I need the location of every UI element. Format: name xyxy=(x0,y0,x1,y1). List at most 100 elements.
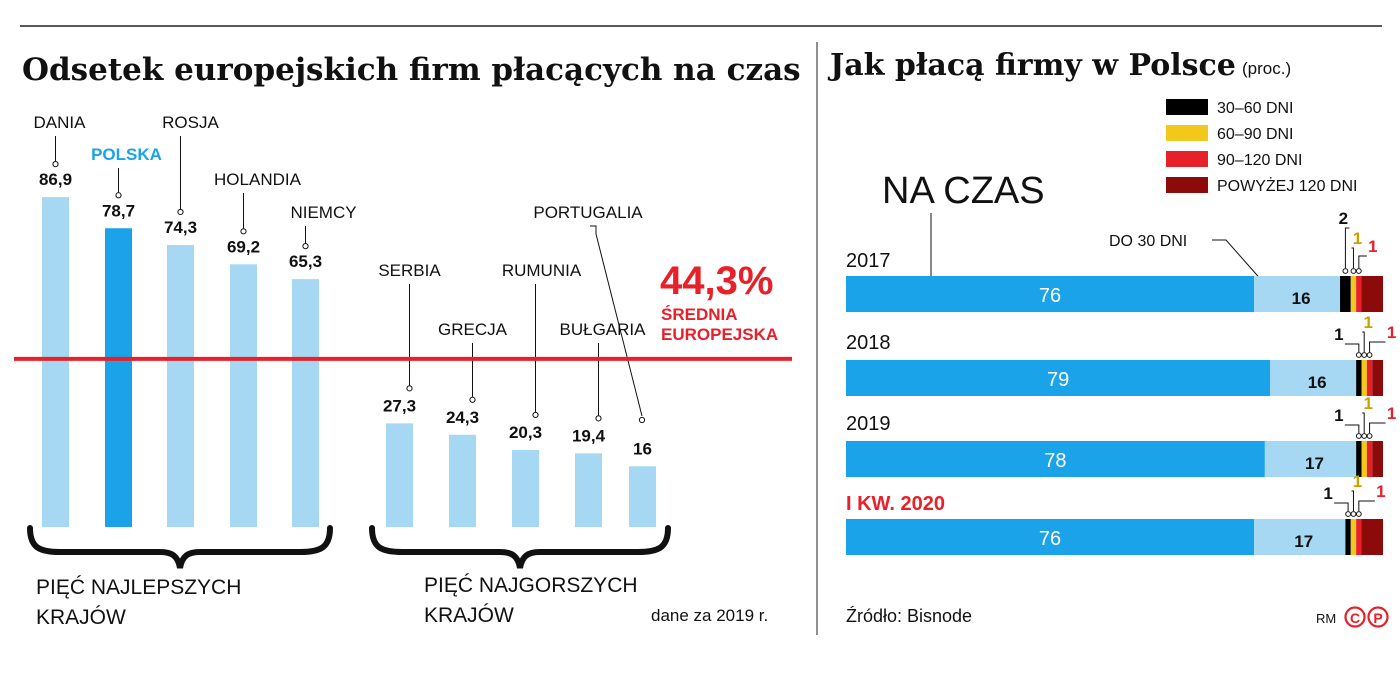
callout-marker-2019-90-120-dni xyxy=(1366,433,1373,439)
bar-rosja xyxy=(167,244,194,527)
segment-2019-90-120-dni xyxy=(1366,441,1373,477)
segment-i-kw-2020-60-90-dni xyxy=(1350,519,1357,555)
segment-2017-na-czas xyxy=(846,276,1255,312)
callout-marker-2019-60-90-dni xyxy=(1361,433,1368,439)
row-label-i-kw-2020: I KW. 2020 xyxy=(846,493,945,515)
callout-leader-2018-60-90-dni xyxy=(1362,331,1365,352)
leader-portugalia xyxy=(590,225,643,417)
callout-leader-2017-60-90-dni xyxy=(1351,247,1354,268)
bar-bu-garia xyxy=(575,453,602,527)
segment-i-kw-2020-30-60-dni xyxy=(1345,519,1351,555)
segment-2019-60-90-dni xyxy=(1361,441,1367,477)
value-2018-na-czas: 79 xyxy=(1047,369,1069,391)
segment-i-kw-2020-do-30-dni xyxy=(1254,519,1346,555)
marker-rumunia xyxy=(532,411,539,419)
row-label-2019: 2019 xyxy=(846,413,891,435)
country-label-serbia: SERBIA xyxy=(378,261,441,280)
callout-marker-2017-30-60-dni xyxy=(1342,268,1349,274)
country-label-rosja: ROSJA xyxy=(162,113,219,132)
segment-2017-do-30-dni xyxy=(1254,276,1341,312)
callout-value-i-kw-2020-60-90-dni: 1 xyxy=(1353,472,1362,491)
callout-leader-i-kw-2020-90-120-dni xyxy=(1358,500,1375,511)
callout-marker-2018-30-60-dni xyxy=(1355,352,1362,358)
segment-2017-30-60-dni xyxy=(1340,276,1351,312)
segment-2017-60-90-dni xyxy=(1350,276,1357,312)
legend-swatch-powy-ej-120-dni xyxy=(1166,177,1208,193)
country-label-niemcy: NIEMCY xyxy=(290,203,356,222)
marker-rosja xyxy=(177,208,184,216)
brace-worst xyxy=(369,525,671,569)
segment-2018-na-czas xyxy=(846,360,1271,396)
callout-leader-i-kw-2020-60-90-dni xyxy=(1351,490,1354,511)
value-label-dania: 86,9 xyxy=(39,170,72,189)
country-label-bu-garia: BUŁGARIA xyxy=(560,320,647,339)
callout-value-2017-30-60-dni: 2 xyxy=(1339,209,1348,228)
value-label-rosja: 74,3 xyxy=(164,218,197,237)
bar-niemcy xyxy=(292,279,319,527)
data-note: dane za 2019 r. xyxy=(651,606,768,625)
callout-leader-2018-30-60-dni xyxy=(1344,343,1360,352)
callout-value-2019-60-90-dni: 1 xyxy=(1363,394,1372,413)
segment-i-kw-2020-powy-ej-120-dni xyxy=(1361,519,1383,555)
value-label-niemcy: 65,3 xyxy=(289,252,322,271)
group-worst-line1: PIĘĆ NAJGORSZYCH xyxy=(424,574,638,597)
callout-value-i-kw-2020-30-60-dni: 1 xyxy=(1323,484,1332,503)
legend-label-90-120-dni: 90–120 DNI xyxy=(1217,152,1302,169)
legend: 30–60 DNI 60–90 DNI 90–120 DNI POWYŻEJ 120 … xyxy=(1166,99,1357,195)
do30-leader xyxy=(1212,239,1265,284)
group-worst-line2: KRAJÓW xyxy=(424,604,514,627)
segment-2018-90-120-dni xyxy=(1366,360,1373,396)
callout-leader-2019-30-60-dni xyxy=(1344,424,1360,433)
value-2019-do-30-dni: 17 xyxy=(1305,454,1324,473)
callout-leader-2017-90-120-dni xyxy=(1358,255,1367,268)
marker-polska xyxy=(115,192,122,199)
callout-marker-2017-60-90-dni xyxy=(1350,268,1357,274)
average-label-line2: EUROPEJSKA xyxy=(661,325,778,344)
segment-2018-30-60-dni xyxy=(1356,360,1362,396)
value-2018-do-30-dni: 16 xyxy=(1308,373,1327,392)
legend-label-powy-ej-120-dni: POWYŻEJ 120 DNI xyxy=(1217,176,1357,195)
source-text: Źródło: Bisnode xyxy=(846,606,972,626)
country-label-holandia: HOLANDIA xyxy=(214,170,302,189)
right-unit: (proc.) xyxy=(1242,59,1291,78)
callout-value-2019-30-60-dni: 1 xyxy=(1334,406,1343,425)
group-best-line2: KRAJÓW xyxy=(36,606,126,629)
callout-value-2017-60-90-dni: 1 xyxy=(1353,229,1362,248)
value-2019-na-czas: 78 xyxy=(1044,450,1066,472)
segment-i-kw-2020-na-czas xyxy=(846,519,1255,555)
segment-2018-do-30-dni xyxy=(1270,360,1357,396)
callout-marker-2018-60-90-dni xyxy=(1361,352,1368,358)
callout-marker-2017-90-120-dni xyxy=(1355,268,1362,274)
marker-holandia xyxy=(240,228,247,235)
callout-marker-2019-30-60-dni xyxy=(1355,433,1362,439)
segment-i-kw-2020-90-120-dni xyxy=(1356,519,1362,555)
callout-marker-i-kw-2020-90-120-dni xyxy=(1355,511,1362,517)
country-label-polska: POLSKA xyxy=(91,145,162,164)
value-label-portugalia: 16 xyxy=(633,439,652,458)
country-label-dania: DANIA xyxy=(34,113,87,132)
segment-2019-na-czas xyxy=(846,441,1265,477)
segment-2019-30-60-dni xyxy=(1356,441,1362,477)
row-label-2017: 2017 xyxy=(846,250,891,272)
legend-label-60-90-dni: 60–90 DNI xyxy=(1217,126,1294,143)
bar-rumunia xyxy=(512,449,539,527)
right-title: Jak płacą firmy w Polsce xyxy=(827,48,1236,83)
value-label-polska: 78,7 xyxy=(102,201,135,220)
callout-value-2018-60-90-dni: 1 xyxy=(1363,313,1372,332)
marker-portugalia xyxy=(638,416,646,424)
average-value: 44,3% xyxy=(660,259,773,303)
credit-text: RM xyxy=(1316,611,1336,626)
legend-swatch-30-60-dni xyxy=(1166,99,1208,115)
logo-c-letter: C xyxy=(1350,610,1360,626)
segment-2017-90-120-dni xyxy=(1356,276,1362,312)
callout-leader-i-kw-2020-30-60-dni xyxy=(1334,502,1349,511)
group-best-line1: PIĘĆ NAJLEPSZYCH xyxy=(36,576,241,599)
value-2017-na-czas: 76 xyxy=(1039,285,1061,307)
do30-label: DO 30 DNI xyxy=(1109,233,1187,250)
row-label-2018: 2018 xyxy=(846,332,891,354)
on-time-label: NA CZAS xyxy=(882,170,1045,212)
callout-marker-2018-90-120-dni xyxy=(1366,352,1373,358)
bar-grecja xyxy=(449,434,476,527)
